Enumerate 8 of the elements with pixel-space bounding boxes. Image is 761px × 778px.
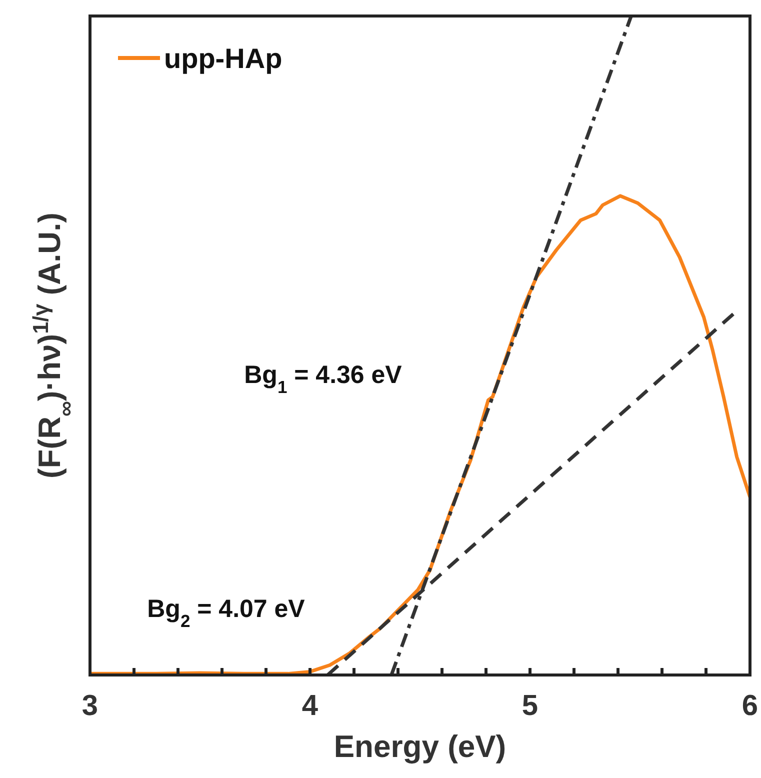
annotation: Bg$_{1}$ = 4.36 eV	[244, 361, 402, 397]
legend-label: upp-HAp	[164, 43, 282, 74]
annotation: Bg$_{2}$ = 4.07 eV	[147, 595, 306, 631]
x-tick-label: 6	[742, 690, 758, 722]
x-tick-label: 3	[82, 690, 98, 722]
x-tick-label: 4	[302, 690, 318, 722]
x-axis-title: Energy (eV)	[334, 729, 506, 764]
x-tick-label: 5	[522, 690, 538, 722]
